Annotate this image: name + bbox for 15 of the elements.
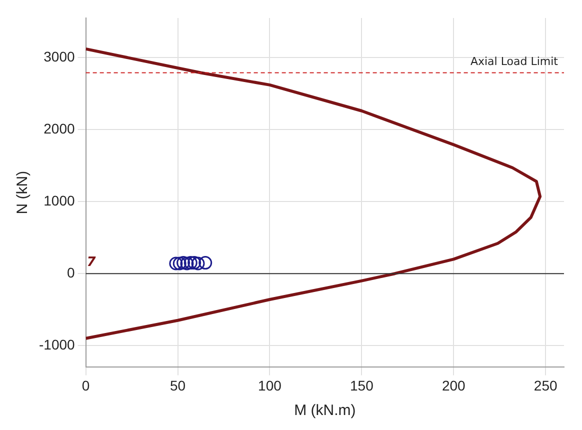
x-tick-label: 50 [170,377,186,394]
annotation: 7 [86,254,97,270]
y-tick-label: 0 [67,264,76,280]
x-tick-label: 150 [350,377,374,394]
y-tick-label: 2000 [44,120,76,136]
y-tick-label: -1000 [38,336,76,352]
y-axis-title: N (kN) [14,170,32,214]
y-tick-label: 1000 [44,192,76,208]
x-axis-title: M (kN.m) [294,402,356,420]
ref-line-label: Axial Load Limit [470,55,559,68]
x-tick-label: 0 [82,377,90,394]
x-tick-label: 250 [534,377,558,394]
y-tick-label: 3000 [44,48,76,64]
x-tick-label: 200 [442,377,466,394]
x-tick-label: 100 [258,377,282,394]
